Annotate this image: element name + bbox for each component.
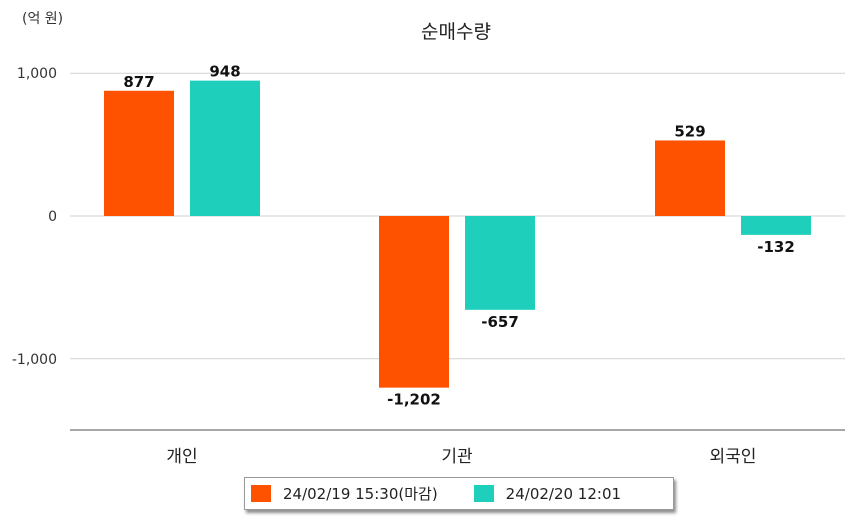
data-label: 877 — [123, 73, 154, 91]
data-label: -1,202 — [387, 391, 441, 409]
bar — [379, 216, 449, 388]
chart-title: 순매수량 — [421, 21, 491, 43]
y-tick-label: 0 — [48, 209, 57, 225]
legend-label-series1: 24/02/19 15:30(마감) — [283, 485, 438, 503]
data-label: 529 — [674, 122, 705, 140]
bar — [655, 140, 725, 216]
legend-swatch-series2 — [473, 485, 494, 502]
category-label: 외국인 — [710, 447, 757, 467]
legend: 24/02/19 15:30(마감) 24/02/20 12:01 — [244, 477, 674, 510]
legend-item-series1[interactable]: 24/02/19 15:30(마감) — [251, 483, 438, 504]
category-label: 기관 — [441, 447, 472, 467]
data-label: -132 — [757, 238, 795, 256]
y-tick-label: -1,000 — [12, 352, 57, 368]
data-label: -657 — [481, 313, 519, 331]
category-label: 개인 — [166, 447, 197, 467]
bar — [104, 90, 174, 216]
legend-label-series2: 24/02/20 12:01 — [505, 484, 622, 503]
bar — [465, 216, 535, 310]
data-label: 948 — [209, 63, 240, 81]
y-tick-label: 1,000 — [17, 66, 57, 82]
unit-label: (억 원) — [22, 11, 63, 27]
legend-item-series2[interactable]: 24/02/20 12:01 — [473, 484, 622, 503]
bar — [190, 80, 260, 216]
bar — [741, 216, 811, 235]
legend-swatch-series1 — [251, 485, 271, 502]
